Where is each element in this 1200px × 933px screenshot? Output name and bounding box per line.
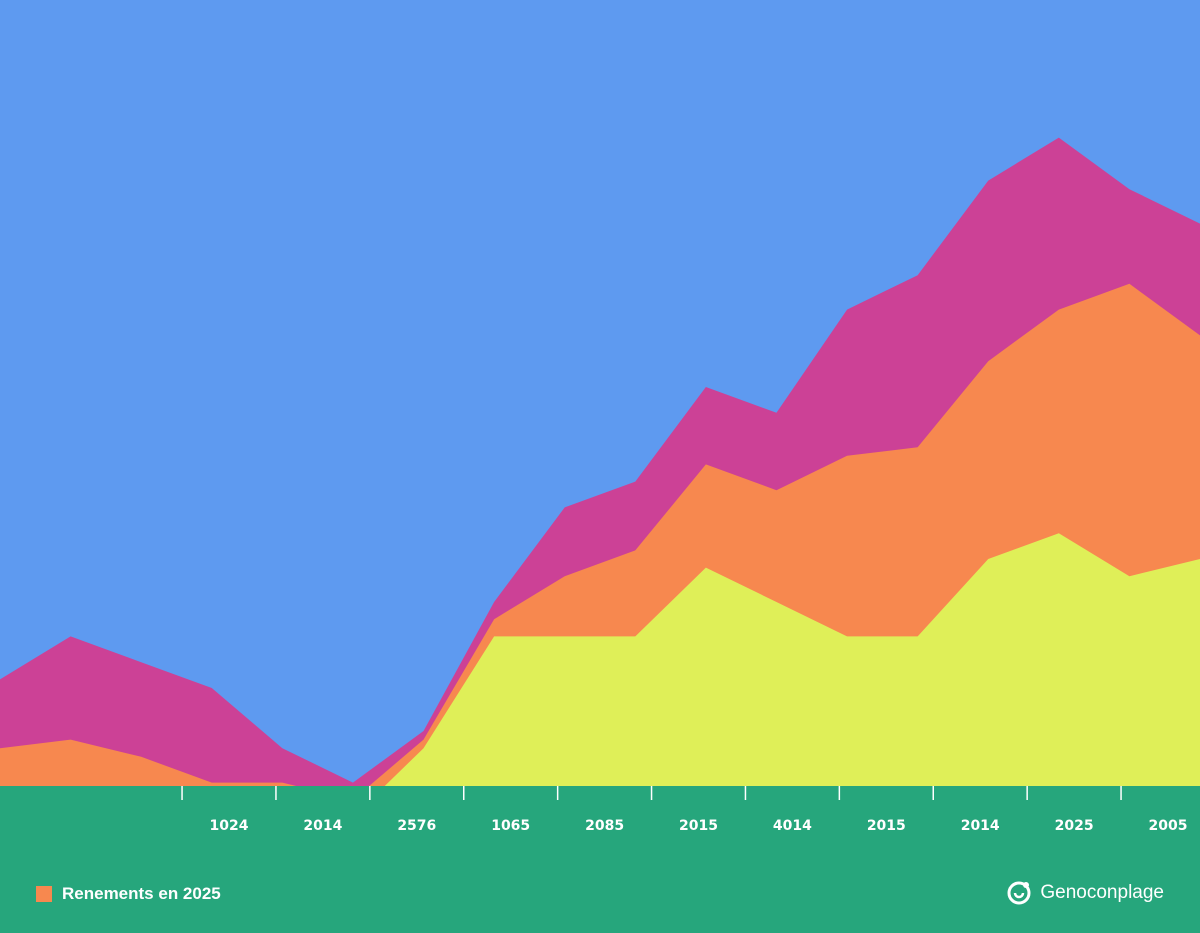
x-axis-tick-label: 2014	[961, 818, 1000, 834]
x-axis-tick-label: 1065	[491, 818, 530, 834]
x-axis-tick-label: 1024	[210, 818, 249, 834]
area-series-1	[0, 533, 1200, 860]
brand: Genoconplage	[1006, 880, 1164, 906]
x-axis-tick-label: 2085	[585, 818, 624, 834]
x-axis-tick-label: 2025	[1055, 818, 1094, 834]
x-axis-tick-labels: 1024 2014 2576 1065 2085 2015 4014 2015 2014 2025…	[210, 818, 1188, 834]
x-axis-tick-label: 2576	[397, 818, 436, 834]
brand-name: Genoconplage	[1040, 882, 1164, 903]
legend-label: Renements en 2025	[62, 884, 221, 903]
logo-icon	[1007, 881, 1031, 905]
x-axis-tick-label: 2005	[1149, 818, 1188, 834]
area-series-group	[0, 137, 1200, 861]
legend: Renements en 2025	[36, 884, 221, 904]
x-axis-band	[0, 786, 1200, 933]
x-axis-tick-label: 2014	[303, 818, 342, 834]
x-axis-tick-label: 2015	[867, 818, 906, 834]
legend-swatch	[36, 886, 52, 902]
x-axis-tick-label: 2015	[679, 818, 718, 834]
x-axis-ticks	[181, 786, 1122, 800]
x-axis-tick-label: 4014	[773, 818, 812, 834]
